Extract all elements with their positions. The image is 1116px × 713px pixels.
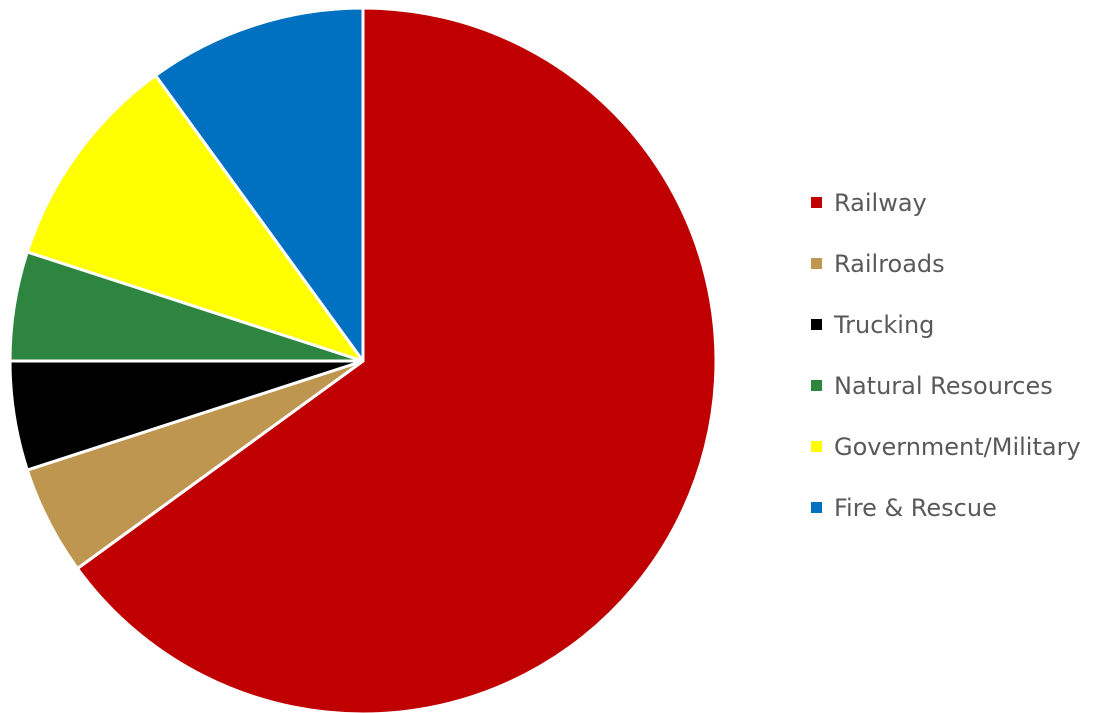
legend-label-natural-resources: Natural Resources	[834, 371, 1053, 400]
chart-legend: Railway Railroads Trucking Natural Resource…	[811, 172, 1081, 538]
legend-swatch-railway	[811, 197, 822, 208]
legend-item-railway: Railway	[811, 172, 1081, 233]
legend-label-railroads: Railroads	[834, 249, 945, 278]
legend-label-railway: Railway	[834, 188, 927, 217]
legend-item-natural-resources: Natural Resources	[811, 355, 1081, 416]
legend-swatch-natural-resources	[811, 380, 822, 391]
legend-item-fire-rescue: Fire & Rescue	[811, 477, 1081, 538]
legend-label-trucking: Trucking	[834, 310, 935, 339]
pie-slice-fire-rescue	[154, 6, 365, 363]
legend-label-government-military: Government/Military	[834, 432, 1081, 461]
legend-swatch-trucking	[811, 319, 822, 330]
legend-swatch-government-military	[811, 441, 822, 452]
legend-swatch-railroads	[811, 258, 822, 269]
pie-slice-government-military	[25, 73, 365, 363]
pie-slices	[8, 6, 718, 713]
legend-item-government-military: Government/Military	[811, 416, 1081, 477]
pie-slice-railway	[75, 6, 718, 713]
legend-label-fire-rescue: Fire & Rescue	[834, 493, 997, 522]
legend-item-railroads: Railroads	[811, 233, 1081, 294]
legend-item-trucking: Trucking	[811, 294, 1081, 355]
legend-swatch-fire-rescue	[811, 502, 822, 513]
